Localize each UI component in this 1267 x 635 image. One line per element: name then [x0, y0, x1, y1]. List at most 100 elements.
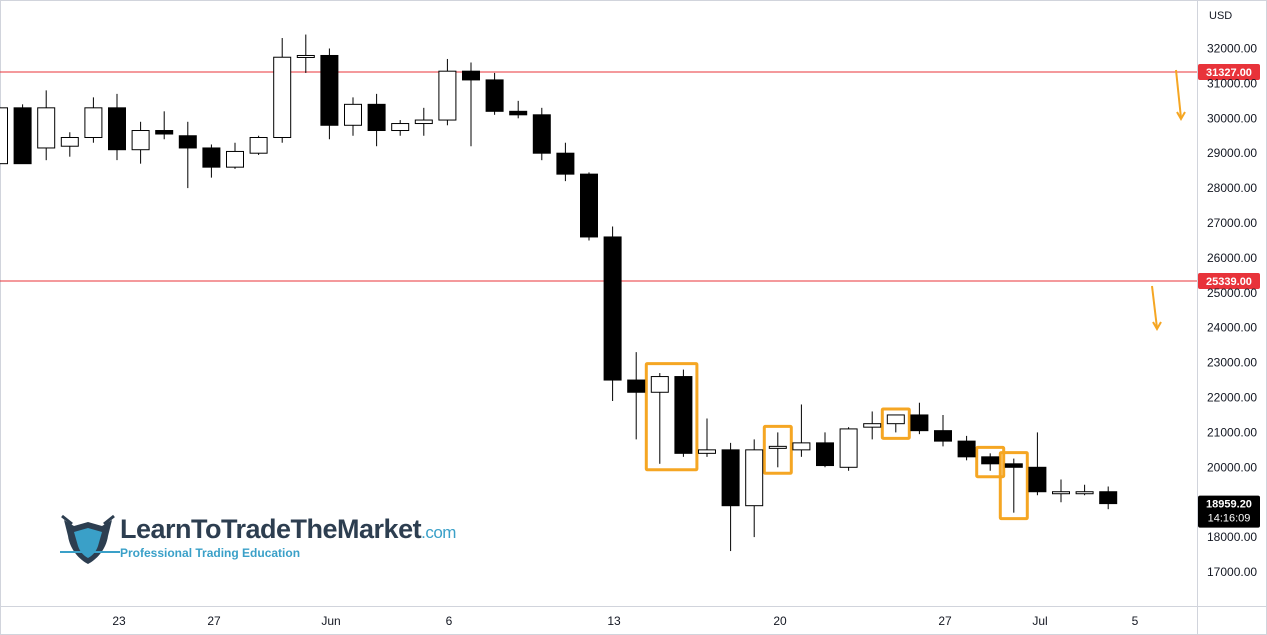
bearish-candle [603, 236, 622, 381]
bearish-candle [1028, 466, 1047, 493]
x-tick-label: 6 [446, 614, 453, 628]
bearish-candle [627, 379, 646, 393]
bearish-candle [580, 173, 598, 238]
down-arrow-shaft [1175, 69, 1182, 119]
bullish-candle [863, 423, 882, 428]
y-tick-label: 26000.00 [1207, 251, 1257, 265]
x-tick-label: 5 [1132, 614, 1139, 628]
pattern-highlight-box [998, 451, 1029, 521]
y-tick-label: 23000.00 [1207, 356, 1257, 370]
bullish-candle [745, 449, 764, 507]
bullish-candle [273, 56, 292, 138]
bullish-candle [650, 376, 669, 393]
down-arrow-shaft [1151, 285, 1158, 329]
y-tick-label: 30000.00 [1207, 111, 1257, 125]
bearish-candle [910, 414, 929, 432]
currency-label: USD [1209, 10, 1232, 22]
bearish-candle [108, 107, 126, 151]
bullish-candle [438, 70, 457, 121]
bullish-candle [768, 445, 787, 449]
bearish-candle [721, 449, 740, 507]
bullish-candle [1075, 491, 1094, 495]
bar-countdown: 14:16:09 [1208, 513, 1251, 525]
bullish-candle [0, 107, 8, 165]
last-price-badge [1198, 495, 1260, 528]
bullish-candle [131, 130, 150, 151]
y-tick-label: 24000.00 [1207, 321, 1257, 335]
brand-logo: LearnToTradeTheMarket.com Professional T… [60, 510, 460, 566]
x-tick-label: 27 [207, 614, 221, 628]
y-tick-label: 18000.00 [1207, 530, 1257, 544]
bearish-candle [957, 440, 976, 458]
bullish-candle [344, 103, 362, 126]
bullish-candle [792, 442, 811, 451]
bearish-candle [509, 110, 528, 116]
bullish-candle [37, 107, 56, 149]
y-tick-label: 27000.00 [1207, 216, 1257, 230]
bearish-candle [981, 456, 1000, 465]
down-arrow-head [1176, 111, 1186, 122]
y-tick-label: 32000.00 [1207, 42, 1257, 56]
bearish-candle [155, 130, 174, 135]
bullish-candle [249, 136, 268, 154]
pattern-highlight-box [762, 424, 793, 475]
x-tick-label: Jul [1032, 614, 1047, 628]
bullish-candle [60, 136, 79, 147]
level-price-label: 31327.00 [1206, 67, 1252, 79]
x-tick-label: 27 [938, 614, 952, 628]
brand-name: LearnToTradeTheMarket.com [120, 514, 456, 545]
annotation-arrows [1151, 69, 1186, 332]
y-tick-label: 22000.00 [1207, 391, 1257, 405]
y-tick-label: 21000.00 [1207, 425, 1257, 439]
bearish-candle [532, 114, 551, 154]
bearish-candle [13, 107, 32, 165]
x-tick-label: 20 [773, 614, 787, 628]
level-price-badge [1198, 63, 1260, 80]
bearish-candle [178, 135, 197, 149]
price-axis[interactable]: USD 32000.00 31000.00 30000.00 29000.00 2800… [1207, 10, 1257, 579]
brand-tagline: Professional Trading Education [120, 546, 301, 560]
bullish-candle [414, 119, 433, 125]
candles [0, 34, 1118, 552]
bearish-candle [556, 152, 575, 175]
last-price-value: 18959.20 [1206, 499, 1252, 511]
bearish-candle [462, 70, 480, 81]
last-price-label: 18959.20 14:16:09 [1198, 495, 1260, 528]
y-tick-label: 28000.00 [1207, 181, 1257, 195]
y-tick-label: 20000.00 [1207, 460, 1257, 474]
bull-shield-icon [61, 514, 115, 564]
y-tick-label: 17000.00 [1207, 565, 1257, 579]
bearish-candle [1004, 463, 1023, 468]
x-tick-label: 23 [112, 614, 126, 628]
down-arrow-head [1152, 321, 1162, 332]
y-tick-label: 25000.00 [1207, 286, 1257, 300]
bullish-candle [84, 107, 103, 138]
bearish-candle [367, 103, 386, 132]
bullish-candle [226, 150, 244, 168]
bullish-candle [886, 414, 905, 425]
pattern-highlight-box [644, 362, 699, 472]
bearish-candle [934, 430, 952, 442]
bullish-candle [391, 123, 410, 132]
bearish-candle [202, 147, 221, 168]
y-tick-label: 31000.00 [1207, 76, 1257, 90]
bearish-candle [485, 79, 504, 112]
tagline-rule [60, 551, 120, 553]
highlight-boxes [644, 362, 1029, 521]
level-price-label: 25339.00 [1206, 276, 1252, 288]
bullish-candle [839, 428, 858, 468]
pattern-highlight-box [975, 445, 1006, 479]
bearish-candle [816, 442, 834, 467]
brand-name-main: LearnToTradeTheMarket [120, 514, 422, 544]
y-tick-label: 29000.00 [1207, 146, 1257, 160]
time-axis[interactable]: 23 27 Jun 6 13 20 27 Jul 5 [112, 614, 1138, 628]
bearish-candle [674, 376, 693, 454]
brand-name-suffix: .com [421, 523, 456, 542]
bullish-candle [698, 449, 716, 454]
level-price-badge [1198, 272, 1260, 289]
horizontal-levels: 31327.00 25339.00 [0, 63, 1260, 289]
bullish-candle [1052, 491, 1070, 495]
pattern-highlight-box [880, 407, 911, 440]
x-tick-label: Jun [321, 614, 340, 628]
